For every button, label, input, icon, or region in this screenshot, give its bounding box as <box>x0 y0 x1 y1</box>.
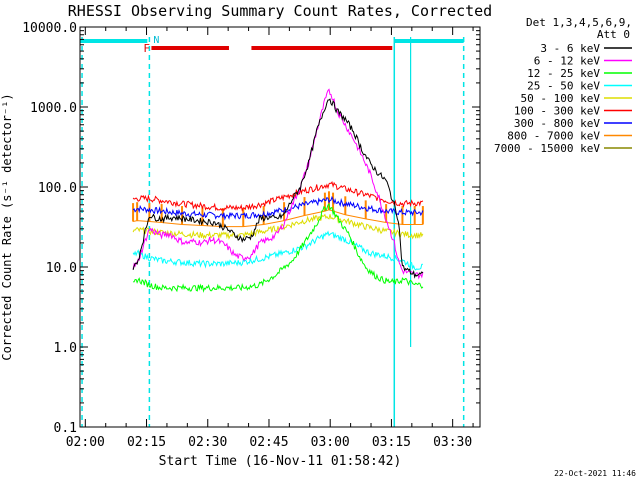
footer-timestamp: 22-Oct-2021 11:46 <box>554 469 636 478</box>
y-axis-label: Corrected Count Rate (s⁻¹ detector⁻¹) <box>0 93 14 360</box>
data-series <box>132 88 424 293</box>
plot-frame <box>79 26 481 428</box>
legend-header-detectors: Det 1,3,4,5,6,9, <box>526 16 632 29</box>
x-axis-labels: 02:00 02:15 02:30 02:45 03:00 03:15 03:30 <box>66 435 472 450</box>
series-line <box>132 180 424 212</box>
y-tick-label: 1000.0 <box>30 101 77 116</box>
legend-header-attenuator: Att 0 <box>597 28 630 41</box>
series-line-7000-15000kev <box>132 209 423 228</box>
x-axis-label: Start Time (16-Nov-11 01:58:42) <box>159 454 402 469</box>
legend-entry-label: 25 - 50 keV <box>527 80 600 93</box>
annotations: FN <box>80 35 465 427</box>
flare-flag-label: F <box>143 42 150 55</box>
series-line <box>132 195 424 221</box>
x-tick-label: 03:15 <box>372 435 411 450</box>
y-axis-labels: 0.1 1.0 10.0 100.0 1000.0 10000.0 <box>22 21 77 436</box>
y-tick-label: 0.1 <box>54 421 77 436</box>
x-tick-label: 03:30 <box>433 435 472 450</box>
y-tick-label: 10000.0 <box>22 21 77 36</box>
y-tick-label: 100.0 <box>38 181 77 196</box>
x-tick-label: 02:45 <box>249 435 288 450</box>
legend-entry-label: 7000 - 15000 keV <box>494 142 600 155</box>
x-tick-label: 02:15 <box>127 435 166 450</box>
x-tick-label: 03:00 <box>311 435 350 450</box>
x-tick-label: 02:30 <box>188 435 227 450</box>
y-tick-label: 1.0 <box>54 341 77 356</box>
series-line <box>132 213 424 240</box>
night-flag-label: N <box>153 35 159 46</box>
y-tick-label: 10.0 <box>46 261 77 276</box>
legend-entry-label: 100 - 300 keV <box>514 105 600 118</box>
series-line <box>132 98 424 279</box>
axis-ticks <box>80 26 480 428</box>
legend-entry-label: 50 - 100 keV <box>521 92 601 105</box>
legend-entry-label: 6 - 12 keV <box>534 55 601 68</box>
series-line <box>133 203 424 293</box>
legend-entry-label: 12 - 25 keV <box>527 67 600 80</box>
series-line <box>132 230 423 271</box>
legend-entry-label: 300 - 800 keV <box>514 117 600 130</box>
series-line <box>132 88 424 280</box>
x-tick-label: 02:00 <box>66 435 105 450</box>
chart-title: RHESSI Observing Summary Count Rates, Co… <box>68 2 492 20</box>
legend-entry-label: 3 - 6 keV <box>540 42 600 55</box>
legend-entry-label: 800 - 7000 keV <box>507 130 600 143</box>
